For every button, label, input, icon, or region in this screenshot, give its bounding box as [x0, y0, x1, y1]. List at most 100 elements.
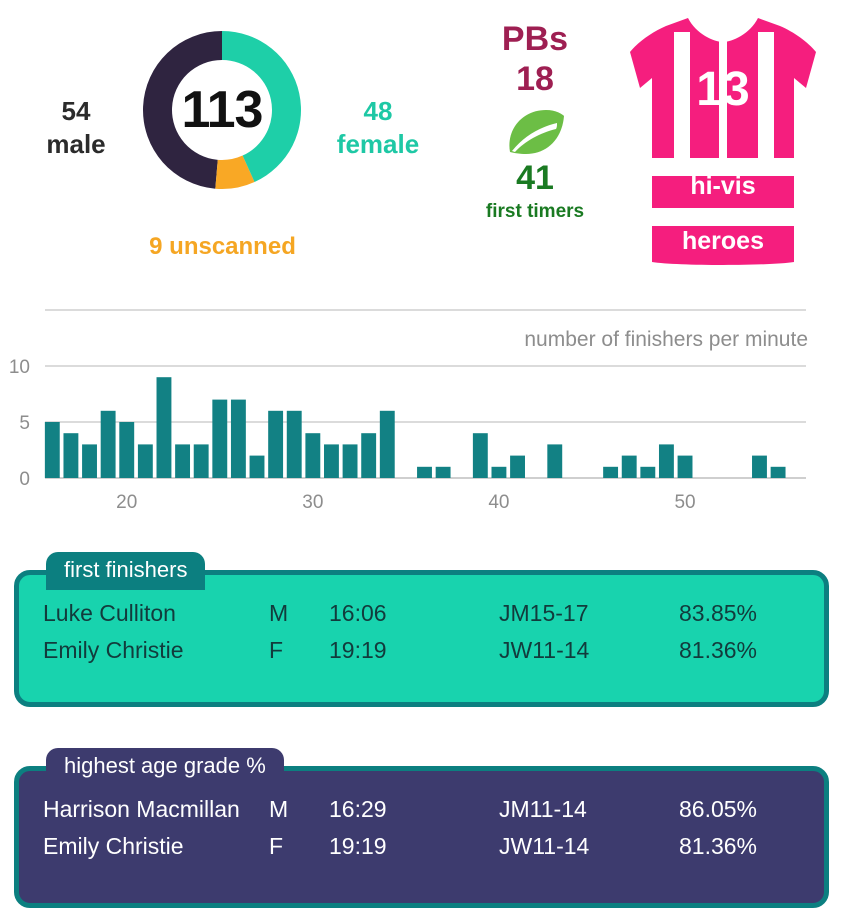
- chart-bar: [491, 466, 507, 478]
- chart-x-tick-label: 20: [116, 492, 137, 513]
- runner-age-grade: 83.85%: [679, 600, 758, 626]
- chart-bar: [324, 444, 339, 478]
- chart-bar: [137, 444, 153, 478]
- donut-segment-female: [222, 31, 301, 182]
- runner-age-grade: 81.36%: [679, 833, 758, 860]
- female-stat: 48 female: [318, 95, 438, 162]
- chart-bar: [249, 455, 265, 478]
- runner-time: 16:29: [329, 796, 387, 822]
- chart-bars: [44, 377, 786, 478]
- chart-bar: [305, 433, 321, 478]
- chart-bar: [44, 422, 60, 478]
- runner-sex: F: [269, 833, 284, 860]
- chart-bar: [621, 455, 637, 478]
- hivis-line1: hi-vis: [690, 172, 756, 200]
- runner-age-grade: 86.05%: [679, 796, 758, 822]
- chart-bar: [472, 433, 488, 478]
- pb-count: 18: [516, 59, 554, 98]
- chart-bar: [510, 455, 525, 478]
- chart-bar: [361, 433, 377, 478]
- highest-age-grade-tab: highest age grade %: [46, 748, 284, 786]
- highest-age-grade-body: Harrison Macmillan M 16:29 JM11-14 86.05% Emi…: [14, 766, 829, 908]
- chart-y-tick-label: 10: [9, 357, 30, 378]
- chart-bar: [212, 399, 228, 478]
- chart-x-axis-labels: 20 30 40 50: [116, 492, 695, 513]
- leaf-icon-svg: [509, 110, 564, 155]
- runner-name: Luke Culliton: [43, 600, 176, 626]
- chart-bar: [175, 444, 191, 478]
- chart-bar: [658, 444, 674, 478]
- male-label: male: [46, 129, 106, 160]
- chart-bar: [547, 444, 563, 478]
- first-timers-label: first timers: [485, 201, 585, 223]
- pb-block: PBs 18 41 first timers: [455, 0, 615, 290]
- chart-bar: [230, 399, 246, 478]
- female-count: 48: [363, 96, 393, 126]
- first-finishers-tab: first finishers: [46, 552, 206, 590]
- participants-donut-block: 54 male 113 48 female 9 unscanned: [0, 0, 455, 290]
- chart-bar: [286, 410, 302, 478]
- runner-time: 19:19: [329, 637, 387, 664]
- chart-title: number of finishers per minute: [524, 328, 808, 351]
- unscanned-label: 9 unscanned: [149, 233, 296, 260]
- runner-name: Emily Christie: [43, 833, 184, 860]
- chart-bar: [379, 410, 395, 478]
- chart-bar: [193, 444, 209, 478]
- chart-bar: [82, 444, 97, 478]
- runner-category: JW11-14: [499, 833, 590, 860]
- first-finishers-panel: Luke Culliton M 16:06 JM15-17 83.85% Emily Ch…: [0, 552, 843, 707]
- chart-bar: [342, 444, 358, 478]
- chart-bar: [63, 433, 79, 478]
- runner-category: JW11-14: [499, 637, 590, 664]
- runner-time: 16:06: [329, 600, 387, 626]
- leaf-icon: [455, 103, 615, 161]
- hivis-line2: heroes: [682, 227, 764, 255]
- runner-category: JM11-14: [499, 796, 587, 822]
- chart-y-axis-labels: 0 5 10: [9, 357, 30, 490]
- finishers-per-minute-svg: 0 5 10 20 30 40 50: [9, 309, 806, 513]
- chart-bar: [603, 466, 619, 478]
- result-row: Emily Christie F 19:19 JW11-14 81.36%: [19, 632, 824, 669]
- highest-age-grade-panel: Harrison Macmillan M 16:29 JM11-14 86.05% Emi…: [0, 748, 843, 908]
- chart-bar: [770, 466, 786, 478]
- runner-time: 19:19: [329, 833, 387, 860]
- hivis-count: 13: [696, 63, 750, 116]
- first-finishers-body: Luke Culliton M 16:06 JM15-17 83.85% Emily Ch…: [14, 570, 829, 707]
- runner-sex: F: [269, 637, 284, 664]
- chart-y-tick-label: 5: [19, 413, 30, 434]
- chart-bar: [752, 455, 767, 478]
- result-row: Harrison Macmillan M 16:29 JM11-14 86.05%: [19, 791, 824, 828]
- chart-x-tick-label: 30: [302, 492, 323, 513]
- chart-y-tick-label: 0: [19, 469, 30, 490]
- chart-bar: [677, 455, 693, 478]
- donut-total: 113: [181, 81, 264, 139]
- donut-chart-svg: [142, 31, 301, 189]
- male-count: 54: [61, 96, 91, 126]
- chart-bar: [156, 377, 172, 478]
- hivis-vest-icon: [630, 18, 816, 265]
- chart-x-tick-label: 40: [488, 492, 509, 513]
- runner-category: JM15-17: [499, 600, 589, 626]
- female-label: female: [336, 129, 420, 160]
- runner-age-grade: 81.36%: [679, 637, 758, 664]
- donut-chart: 113: [134, 22, 310, 198]
- runner-sex: M: [269, 796, 289, 822]
- donut-segment-unscanned: [215, 155, 255, 189]
- chart-bar: [119, 422, 135, 478]
- finishers-per-minute-chart: 0 5 10 20 30 40 50 number of finishers per mi…: [0, 290, 843, 525]
- result-row: Emily Christie F 19:19 JW11-14 81.36%: [19, 828, 824, 865]
- chart-bar: [435, 466, 451, 478]
- pb-title: PBs: [501, 20, 569, 58]
- chart-bar: [417, 466, 432, 478]
- runner-name: Emily Christie: [43, 637, 184, 664]
- chart-bar: [268, 410, 284, 478]
- donut-segment-male: [142, 31, 222, 189]
- male-stat: 54 male: [28, 95, 124, 162]
- highest-age-grade-rows: Harrison Macmillan M 16:29 JM11-14 86.05% Emi…: [19, 771, 824, 886]
- result-row: Luke Culliton M 16:06 JM15-17 83.85%: [19, 595, 824, 632]
- chart-x-tick-label: 50: [674, 492, 695, 513]
- runner-sex: M: [269, 600, 289, 626]
- summary-row: 54 male 113 48 female 9 unscanned PBs 18…: [0, 0, 843, 290]
- runner-name: Harrison Macmillan: [43, 796, 240, 822]
- chart-bar: [640, 466, 656, 478]
